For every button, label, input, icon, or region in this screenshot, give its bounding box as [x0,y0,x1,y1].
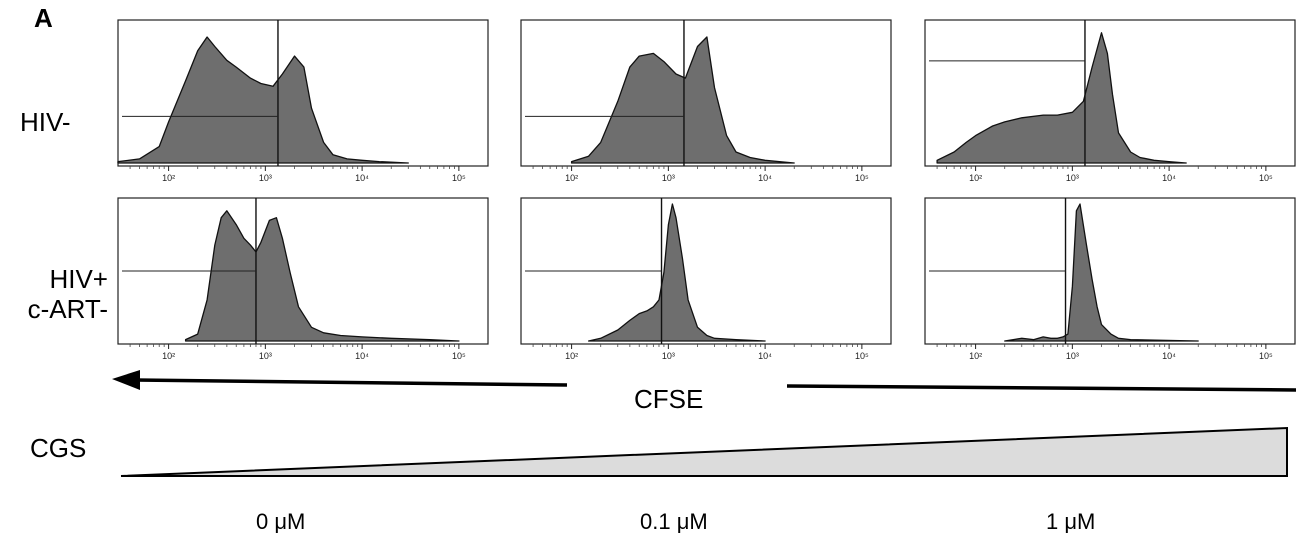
row-label-line: c-ART- [27,293,108,324]
x-tick-label: 10² [162,173,175,183]
histogram-area [117,36,409,164]
x-tick-label: 10⁵ [452,351,466,361]
row-label-line: HIV+ [49,264,108,294]
x-tick-label: 10³ [662,173,675,183]
panel-frame [520,197,892,345]
x-tick-label: 10⁴ [355,351,369,361]
histogram-panel: 10² 10³ 10⁴ 10⁵ [924,19,1296,183]
gradient-label: CGS [30,433,87,463]
row-label-hiv-positive: HIV+ c-ART- [27,264,108,325]
histogram-area [587,203,766,342]
x-tick-label: 10³ [662,351,675,361]
x-tick-label: 10⁴ [758,173,772,183]
arrow-left-line [134,378,568,387]
x-tick-label: 10⁴ [1162,351,1176,361]
x-tick-label: 10² [162,351,175,361]
histogram-panel: 10² 10³ 10⁴ 10⁵ [520,19,892,183]
x-tick-label: 10⁵ [1259,351,1273,361]
x-tick-label: 10² [565,173,578,183]
concentration-gradient-ramp [120,426,1288,477]
histogram-area [570,36,795,164]
x-tick-label: 10² [969,351,982,361]
histogram-panel: 10² 10³ 10⁴ 10⁵ [117,197,489,361]
x-tick-label: 10³ [1066,351,1079,361]
histogram-panel: 10² 10³ 10⁴ 10⁵ [924,197,1296,361]
concentration-label-0: 0 μM [256,509,306,534]
x-tick-label: 10³ [259,173,272,183]
x-tick-label: 10² [565,351,578,361]
histogram-area [184,210,460,342]
x-tick-label: 10⁵ [855,351,869,361]
concentration-label-2: 1 μM [1046,509,1096,534]
x-tick-label: 10⁵ [1259,173,1273,183]
x-tick-label: 10⁴ [758,351,772,361]
histogram-panel: 10² 10³ 10⁴ 10⁵ [520,197,892,361]
panel-letter: A [34,3,53,33]
histogram-area [936,32,1187,164]
row-label-hiv-negative: HIV- [20,107,71,137]
x-tick-label: 10³ [259,351,272,361]
x-tick-label: 10⁴ [355,173,369,183]
x-tick-label: 10⁵ [855,173,869,183]
x-axis-label: CFSE [634,384,704,414]
histogram-area [1004,203,1199,342]
x-tick-label: 10⁴ [1162,173,1176,183]
arrow-right-line [786,384,1297,392]
x-tick-label: 10⁵ [452,173,466,183]
concentration-label-1: 0.1 μM [640,509,708,534]
x-tick-label: 10² [969,173,982,183]
histogram-panel: 10² 10³ 10⁴ 10⁵ [117,19,489,183]
arrow-left-head [112,370,140,390]
x-tick-label: 10³ [1066,173,1079,183]
